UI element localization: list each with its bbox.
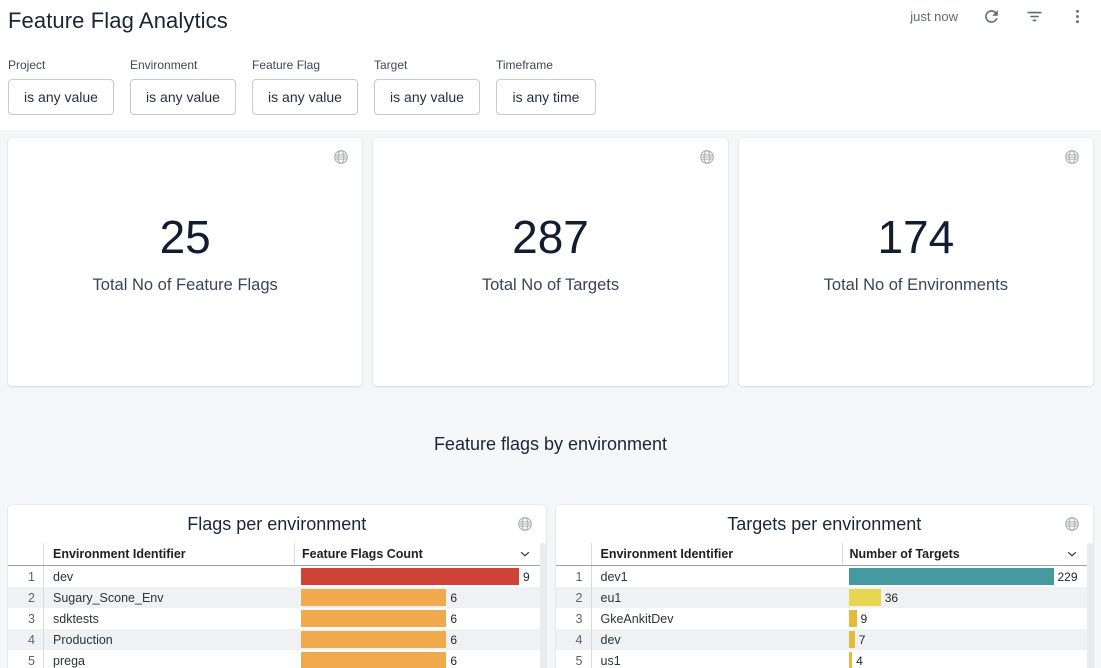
- filter-bar: Project is any value Environment is any …: [8, 58, 1093, 115]
- kpi-label: Total No of Targets: [482, 276, 619, 295]
- globe-icon[interactable]: [1063, 515, 1081, 533]
- filter-label: Environment: [130, 58, 236, 72]
- filter-icon[interactable]: [1025, 7, 1044, 26]
- kpi-value: 174: [824, 210, 1008, 264]
- chart-title: Targets per environment: [556, 514, 1094, 535]
- table-row[interactable]: 3 sdktests 6: [8, 608, 546, 629]
- globe-icon[interactable]: [1063, 148, 1081, 166]
- filter-target-button[interactable]: is any value: [374, 79, 480, 115]
- table-row[interactable]: 4 dev 7: [556, 629, 1094, 650]
- kpi-card-feature-flags: 25 Total No of Feature Flags: [8, 138, 362, 386]
- bar-chart-cell[interactable]: 6: [301, 610, 519, 627]
- filter-target: Target is any value: [374, 58, 480, 115]
- kpi-label: Total No of Feature Flags: [93, 276, 278, 295]
- dashboard-body: 25 Total No of Feature Flags 287 Total N…: [0, 130, 1101, 668]
- chart-row: Flags per environment Environment Identi…: [8, 505, 1093, 668]
- table-row[interactable]: 5 prega 6: [8, 650, 546, 668]
- header-controls: just now: [910, 7, 1087, 26]
- column-header[interactable]: Number of Targets: [842, 543, 1094, 565]
- kpi-row: 25 Total No of Feature Flags 287 Total N…: [8, 138, 1093, 386]
- section-title: Feature flags by environment: [0, 434, 1101, 458]
- bar-chart-cell[interactable]: 9: [301, 568, 519, 585]
- kpi-value: 25: [93, 210, 278, 264]
- dashboard-header: Feature Flag Analytics just now Project …: [0, 0, 1101, 130]
- filter-label: Target: [374, 58, 480, 72]
- targets-table: Environment Identifier Number of Targets…: [556, 543, 1094, 668]
- filter-project-button[interactable]: is any value: [8, 79, 114, 115]
- column-header[interactable]: Environment Identifier: [592, 543, 842, 565]
- bar-chart-cell[interactable]: 6: [301, 652, 519, 668]
- chart-title: Flags per environment: [8, 514, 546, 535]
- table-row[interactable]: 1 dev1 229: [556, 566, 1094, 587]
- table-row[interactable]: 2 Sugary_Scone_Env 6: [8, 587, 546, 608]
- filter-label: Feature Flag: [252, 58, 358, 72]
- table-row[interactable]: 4 Production 6: [8, 629, 546, 650]
- table-row[interactable]: 3 GkeAnkitDev 9: [556, 608, 1094, 629]
- filter-environment: Environment is any value: [130, 58, 236, 115]
- row-number-header: [8, 543, 44, 565]
- filter-timeframe: Timeframe is any time: [496, 58, 596, 115]
- last-refreshed-text: just now: [910, 9, 958, 24]
- table-row[interactable]: 5 us1 4: [556, 650, 1094, 668]
- filter-label: Project: [8, 58, 114, 72]
- table-row[interactable]: 2 eu1 36: [556, 587, 1094, 608]
- filter-feature-flag: Feature Flag is any value: [252, 58, 358, 115]
- table-header-row: Environment Identifier Number of Targets: [556, 543, 1094, 566]
- flags-table: Environment Identifier Feature Flags Cou…: [8, 543, 546, 668]
- bar-chart-cell[interactable]: 229: [849, 568, 1054, 585]
- kpi-label: Total No of Environments: [824, 276, 1008, 295]
- table-scrollbar[interactable]: [540, 543, 546, 668]
- row-number-header: [556, 543, 592, 565]
- kpi-value: 287: [482, 210, 619, 264]
- table-scrollbar[interactable]: [1087, 543, 1093, 668]
- column-header[interactable]: Feature Flags Count: [294, 543, 546, 565]
- filter-project: Project is any value: [8, 58, 114, 115]
- bar-chart-cell[interactable]: 6: [301, 589, 519, 606]
- bar-chart-cell[interactable]: 36: [849, 589, 1054, 606]
- globe-icon[interactable]: [698, 148, 716, 166]
- chevron-down-icon[interactable]: [518, 547, 532, 561]
- filter-label: Timeframe: [496, 58, 596, 72]
- bar-chart-cell[interactable]: 9: [849, 610, 1054, 627]
- table-card-targets-per-environment: Targets per environment Environment Iden…: [556, 505, 1094, 668]
- kpi-card-targets: 287 Total No of Targets: [373, 138, 727, 386]
- more-vert-icon[interactable]: [1068, 7, 1087, 26]
- table-card-flags-per-environment: Flags per environment Environment Identi…: [8, 505, 546, 668]
- bar-chart-cell[interactable]: 4: [849, 652, 1054, 668]
- filter-environment-button[interactable]: is any value: [130, 79, 236, 115]
- filter-timeframe-button[interactable]: is any time: [496, 79, 596, 115]
- filter-feature-flag-button[interactable]: is any value: [252, 79, 358, 115]
- bar-chart-cell[interactable]: 6: [301, 631, 519, 648]
- chevron-down-icon[interactable]: [1065, 547, 1079, 561]
- bar-chart-cell[interactable]: 7: [849, 631, 1054, 648]
- globe-icon[interactable]: [332, 148, 350, 166]
- kpi-card-environments: 174 Total No of Environments: [739, 138, 1093, 386]
- refresh-icon[interactable]: [982, 7, 1001, 26]
- table-header-row: Environment Identifier Feature Flags Cou…: [8, 543, 546, 566]
- globe-icon[interactable]: [516, 515, 534, 533]
- column-header[interactable]: Environment Identifier: [44, 543, 294, 565]
- table-row[interactable]: 1 dev 9: [8, 566, 546, 587]
